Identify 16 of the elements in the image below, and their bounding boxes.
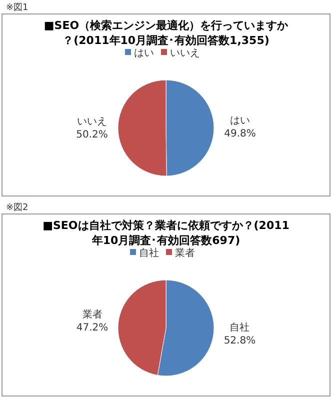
legend-label: 自社 bbox=[139, 247, 159, 259]
data-label: 47.2% bbox=[76, 322, 108, 334]
text: ※図2 bbox=[6, 203, 28, 213]
data-label: 52.8% bbox=[224, 336, 256, 346]
slice-label: いいえ bbox=[77, 116, 107, 128]
chart-title: ■SEO（検索エンジン最適化）を行っていますか？(2011年10月調査･有効回答数1,355) bbox=[44, 19, 290, 47]
data-label: 49.8% bbox=[224, 128, 256, 140]
slice-label: 自社 bbox=[230, 322, 250, 334]
text: ※図1 bbox=[6, 3, 28, 13]
data-label: 50.2% bbox=[76, 129, 108, 140]
slice-label: はい bbox=[230, 116, 250, 127]
chart-title: ■SEOは自社で対策？業者に依頼ですか？(2011年10月調査･有効回答数697) bbox=[42, 219, 290, 247]
legend-label: いいえ bbox=[170, 48, 200, 59]
slice-label: 業者 bbox=[82, 308, 102, 320]
legend-label: はい bbox=[134, 48, 154, 59]
legend-label: 業者 bbox=[175, 247, 195, 259]
